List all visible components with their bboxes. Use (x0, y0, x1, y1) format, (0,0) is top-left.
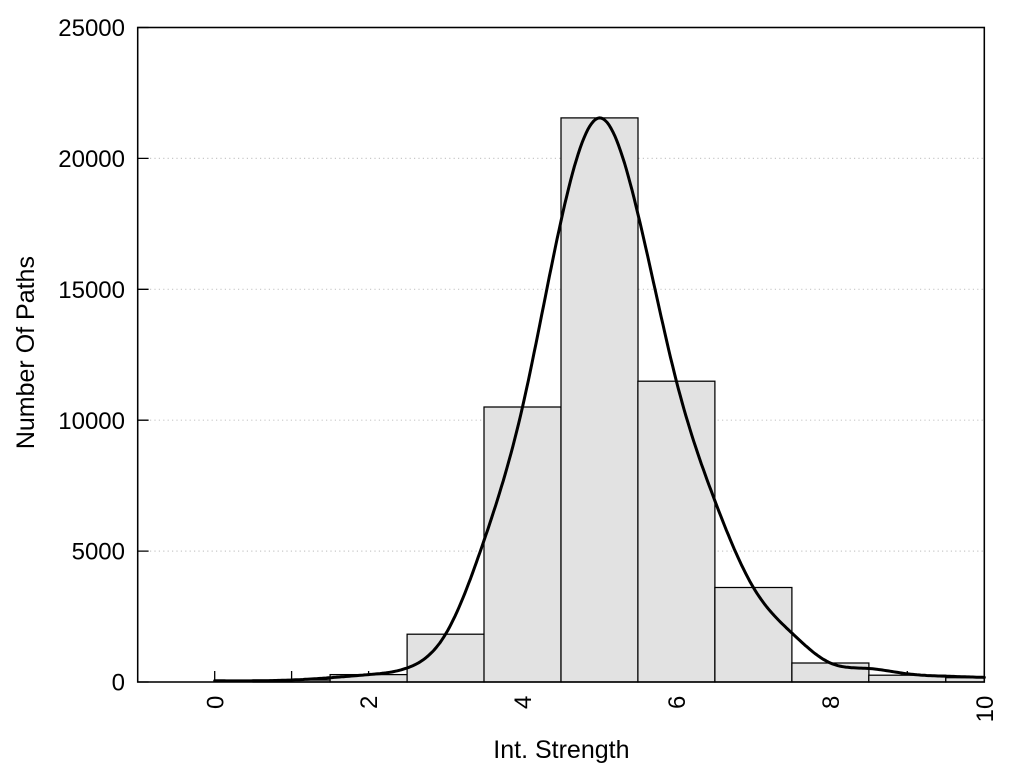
svg-text:10000: 10000 (58, 408, 125, 435)
svg-text:15000: 15000 (58, 277, 125, 304)
svg-text:10: 10 (972, 696, 999, 723)
svg-text:0: 0 (202, 696, 229, 709)
svg-text:Number Of Paths: Number Of Paths (12, 256, 40, 449)
svg-text:4: 4 (510, 696, 537, 709)
svg-text:0: 0 (112, 670, 125, 697)
svg-text:25000: 25000 (58, 15, 125, 42)
svg-text:2: 2 (356, 696, 383, 709)
svg-text:Int. Strength: Int. Strength (493, 736, 629, 764)
svg-text:6: 6 (664, 696, 691, 709)
svg-text:5000: 5000 (72, 539, 125, 566)
svg-text:8: 8 (818, 696, 845, 709)
svg-text:20000: 20000 (58, 146, 125, 173)
